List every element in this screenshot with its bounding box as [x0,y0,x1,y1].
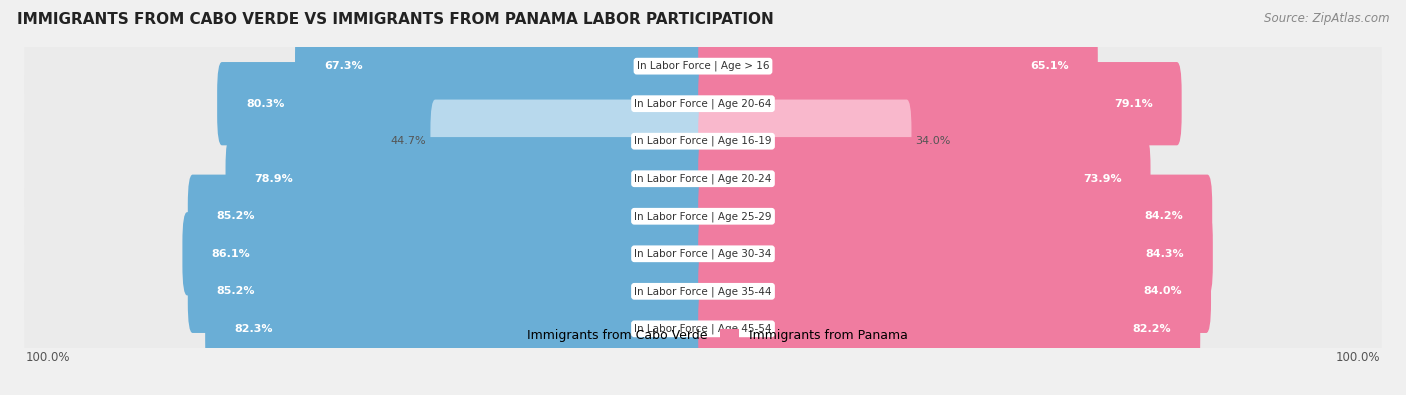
Text: 44.7%: 44.7% [391,136,426,146]
Text: 82.2%: 82.2% [1133,324,1171,334]
Text: 79.1%: 79.1% [1114,99,1153,109]
Text: 84.3%: 84.3% [1146,249,1184,259]
FancyBboxPatch shape [24,149,1382,208]
Text: IMMIGRANTS FROM CABO VERDE VS IMMIGRANTS FROM PANAMA LABOR PARTICIPATION: IMMIGRANTS FROM CABO VERDE VS IMMIGRANTS… [17,12,773,27]
FancyBboxPatch shape [24,112,1382,171]
FancyBboxPatch shape [188,250,707,333]
FancyBboxPatch shape [699,62,1181,145]
FancyBboxPatch shape [217,62,707,145]
Text: 65.1%: 65.1% [1031,61,1069,71]
Text: 86.1%: 86.1% [211,249,250,259]
Text: In Labor Force | Age 20-64: In Labor Force | Age 20-64 [634,98,772,109]
Text: 100.0%: 100.0% [27,351,70,364]
FancyBboxPatch shape [24,224,1382,283]
Text: 80.3%: 80.3% [246,99,284,109]
Text: 34.0%: 34.0% [915,136,950,146]
FancyBboxPatch shape [699,212,1213,295]
FancyBboxPatch shape [699,287,1201,371]
Text: 85.2%: 85.2% [217,211,254,221]
Text: In Labor Force | Age 35-44: In Labor Force | Age 35-44 [634,286,772,297]
FancyBboxPatch shape [24,187,1382,246]
Text: Source: ZipAtlas.com: Source: ZipAtlas.com [1264,12,1389,25]
Legend: Immigrants from Cabo Verde, Immigrants from Panama: Immigrants from Cabo Verde, Immigrants f… [494,324,912,347]
Text: 100.0%: 100.0% [1336,351,1379,364]
FancyBboxPatch shape [183,212,707,295]
Text: 73.9%: 73.9% [1083,174,1122,184]
FancyBboxPatch shape [24,262,1382,321]
FancyBboxPatch shape [699,250,1211,333]
Text: In Labor Force | Age 16-19: In Labor Force | Age 16-19 [634,136,772,147]
Text: 84.2%: 84.2% [1144,211,1184,221]
FancyBboxPatch shape [699,24,1098,108]
Text: In Labor Force | Age > 16: In Labor Force | Age > 16 [637,61,769,71]
FancyBboxPatch shape [430,100,707,183]
Text: 85.2%: 85.2% [217,286,254,296]
Text: In Labor Force | Age 25-29: In Labor Force | Age 25-29 [634,211,772,222]
Text: In Labor Force | Age 45-54: In Labor Force | Age 45-54 [634,324,772,334]
Text: 82.3%: 82.3% [233,324,273,334]
FancyBboxPatch shape [205,287,707,371]
FancyBboxPatch shape [295,24,707,108]
FancyBboxPatch shape [699,100,911,183]
Text: In Labor Force | Age 30-34: In Labor Force | Age 30-34 [634,248,772,259]
FancyBboxPatch shape [24,37,1382,96]
FancyBboxPatch shape [24,299,1382,358]
FancyBboxPatch shape [699,137,1150,220]
FancyBboxPatch shape [24,74,1382,133]
Text: In Labor Force | Age 20-24: In Labor Force | Age 20-24 [634,173,772,184]
FancyBboxPatch shape [225,137,707,220]
Text: 84.0%: 84.0% [1143,286,1182,296]
Text: 78.9%: 78.9% [254,174,292,184]
Text: 67.3%: 67.3% [323,61,363,71]
FancyBboxPatch shape [699,175,1212,258]
FancyBboxPatch shape [188,175,707,258]
